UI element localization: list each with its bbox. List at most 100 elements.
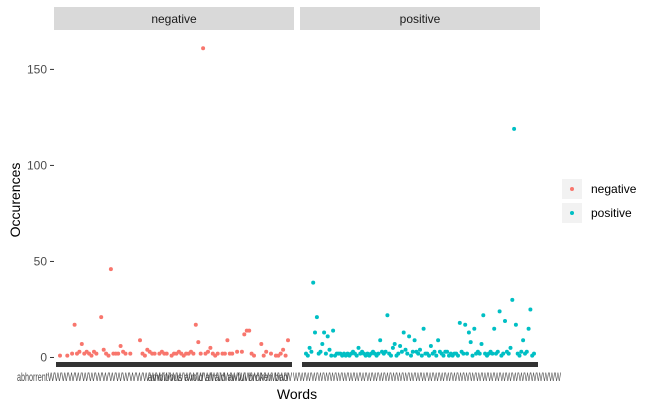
positive-point xyxy=(403,347,408,352)
negative-point xyxy=(164,351,169,356)
positive-point xyxy=(329,353,334,358)
negative-point xyxy=(70,351,75,356)
y-tick-label: 0 xyxy=(40,351,47,365)
positive-point xyxy=(472,326,477,331)
positive-point xyxy=(521,338,526,343)
positive-point xyxy=(428,344,433,348)
positive-point xyxy=(432,349,437,354)
negative-point xyxy=(269,351,273,356)
positive-point xyxy=(398,344,403,348)
positive-point xyxy=(497,309,502,314)
negative-point xyxy=(65,353,70,358)
positive-point xyxy=(401,330,406,335)
x-tick-labels-negative: abhorrentWWWWWWWWWWWWWWWWWWWWWWWWWWWWWWW… xyxy=(17,370,292,384)
negative-point xyxy=(235,349,240,354)
positive-point xyxy=(409,353,413,358)
positive-point xyxy=(427,353,431,358)
negative-point xyxy=(196,340,201,345)
positive-point xyxy=(376,351,381,356)
positive-point xyxy=(436,338,441,343)
negative-point xyxy=(193,322,198,327)
x-ticks-positive xyxy=(302,362,538,367)
negative-point xyxy=(225,338,230,343)
negative-point xyxy=(264,349,269,354)
legend-label-positive: positive xyxy=(591,206,632,220)
positive-point xyxy=(322,330,327,335)
positive-point xyxy=(392,342,397,346)
negative-point xyxy=(142,353,147,358)
negative-point xyxy=(123,351,128,356)
positive-point xyxy=(528,307,533,312)
negative-point xyxy=(118,344,123,348)
negative-point xyxy=(79,342,84,346)
positive-point xyxy=(311,280,316,285)
panel-negative-background xyxy=(54,31,294,369)
positive-point xyxy=(309,349,314,354)
positive-point xyxy=(378,338,383,343)
x-axis-title: Words xyxy=(277,386,317,402)
strip-positive xyxy=(300,7,540,30)
negative-point xyxy=(281,347,286,352)
positive-point xyxy=(405,351,410,356)
positive-point xyxy=(314,315,319,320)
points-negative xyxy=(58,46,290,358)
positive-point xyxy=(331,328,336,333)
positive-point xyxy=(506,351,511,356)
y-tick-label: 150 xyxy=(27,62,47,76)
negative-point xyxy=(286,338,290,343)
positive-point xyxy=(421,326,426,331)
negative-point xyxy=(138,338,142,343)
positive-point xyxy=(465,351,469,356)
negative-point xyxy=(198,351,203,356)
panel-positive-background xyxy=(300,31,540,369)
negative-point xyxy=(215,351,220,356)
positive-point xyxy=(407,334,412,339)
positive-point xyxy=(419,353,424,358)
positive-point xyxy=(356,345,361,350)
positive-point xyxy=(318,349,323,354)
positive-point xyxy=(524,349,529,354)
negative-point xyxy=(242,332,247,337)
positive-point xyxy=(512,126,517,131)
positive-point xyxy=(477,351,482,356)
positive-point xyxy=(354,353,359,358)
positive-point xyxy=(470,353,475,358)
positive-point xyxy=(456,353,460,358)
positive-point xyxy=(389,353,393,358)
x-tick-labels-positive: WWWWWWWWWWWWWWWWWWWWWWWWWWWWWWWWWWWWWWWW… xyxy=(293,370,561,384)
positive-point xyxy=(327,347,332,352)
positive-point xyxy=(412,338,417,343)
positive-point xyxy=(501,351,506,356)
negative-point xyxy=(283,353,288,358)
positive-point xyxy=(490,351,495,356)
positive-point xyxy=(463,322,468,327)
negative-point xyxy=(72,322,77,327)
positive-point xyxy=(510,297,515,302)
positive-point xyxy=(307,345,312,350)
positive-point xyxy=(513,322,518,327)
negative-point xyxy=(94,351,99,356)
y-axis: 0 50 100 150 xyxy=(27,62,54,365)
negative-point xyxy=(89,353,94,358)
positive-point xyxy=(508,345,513,350)
negative-point xyxy=(201,46,206,51)
negative-point xyxy=(222,351,227,356)
strip-negative xyxy=(54,7,294,30)
negative-point xyxy=(208,345,213,350)
positive-point xyxy=(320,342,325,346)
negative-point xyxy=(191,351,196,356)
positive-point xyxy=(532,351,536,356)
positive-point xyxy=(383,349,388,354)
positive-point xyxy=(481,313,486,318)
positive-point xyxy=(492,326,497,331)
positive-point xyxy=(495,349,500,354)
negative-point xyxy=(259,342,264,346)
positive-point xyxy=(457,320,462,325)
negative-point xyxy=(206,349,210,354)
legend-label-negative: negative xyxy=(591,182,637,196)
positive-point xyxy=(323,351,328,356)
negative-point xyxy=(252,353,256,358)
positive-point xyxy=(466,330,471,335)
positive-point xyxy=(519,349,524,354)
